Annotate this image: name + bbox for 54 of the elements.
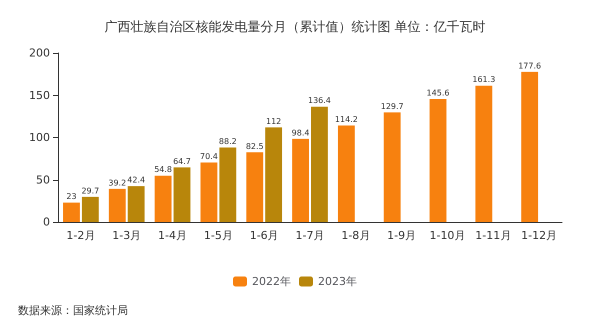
bar	[200, 162, 218, 222]
source-note: 数据来源：国家统计局	[18, 304, 128, 317]
x-tick-label: 1-12月	[521, 229, 558, 242]
x-tick-label: 1-2月	[66, 229, 96, 242]
bar	[338, 126, 355, 222]
legend-label: 2023年	[318, 275, 357, 288]
x-tick-label: 1-4月	[158, 229, 188, 242]
y-tick-label: 50	[36, 173, 50, 186]
x-tick-label: 1-11月	[475, 229, 512, 242]
data-label: 136.4	[308, 96, 331, 106]
data-label: 88.2	[218, 136, 237, 146]
y-tick-label: 200	[29, 46, 50, 60]
x-tick-label: 1-8月	[341, 229, 370, 242]
data-label: 39.2	[108, 178, 126, 188]
data-label: 129.7	[380, 102, 404, 111]
data-label: 42.4	[127, 176, 146, 185]
bar	[246, 152, 264, 222]
x-tick-label: 1-10月	[429, 229, 466, 242]
bar	[174, 167, 190, 222]
data-label: 64.7	[173, 156, 191, 166]
data-label: 82.5	[246, 142, 264, 151]
x-tick-label: 1-5月	[204, 229, 233, 242]
chart-title: 广西壮族自治区核能发电量分月（累计值）统计图 单位：亿千瓦时	[104, 20, 486, 35]
data-label: 145.6	[426, 88, 450, 98]
legend-label: 2022年	[252, 275, 292, 288]
data-label: 23	[66, 192, 77, 202]
y-tick-label: 0	[43, 216, 50, 228]
data-label: 70.4	[200, 152, 218, 162]
bar	[292, 138, 309, 222]
data-label: 112	[266, 116, 282, 126]
y-tick-label: 150	[29, 88, 50, 102]
bar	[265, 127, 282, 222]
x-tick-label: 1-9月	[387, 229, 416, 242]
bar	[63, 202, 80, 222]
bar	[128, 186, 145, 222]
x-tick-label: 1-7月	[296, 229, 324, 242]
data-label: 54.8	[154, 165, 172, 174]
data-label: 98.4	[292, 128, 310, 138]
bar	[475, 86, 492, 222]
bar	[521, 72, 538, 222]
bar	[219, 147, 236, 222]
data-label: 161.3	[472, 75, 496, 84]
x-tick-label: 1-3月	[112, 229, 142, 242]
data-label: 177.6	[518, 61, 542, 70]
bar	[154, 176, 172, 222]
bar	[82, 196, 99, 222]
y-tick-label: 100	[29, 131, 50, 144]
data-label: 114.2	[334, 115, 358, 124]
bar	[311, 106, 328, 222]
bar	[108, 188, 126, 222]
bar	[384, 112, 401, 222]
bar	[430, 98, 446, 222]
x-tick-label: 1-6月	[250, 229, 279, 242]
data-label: 29.7	[81, 186, 100, 196]
